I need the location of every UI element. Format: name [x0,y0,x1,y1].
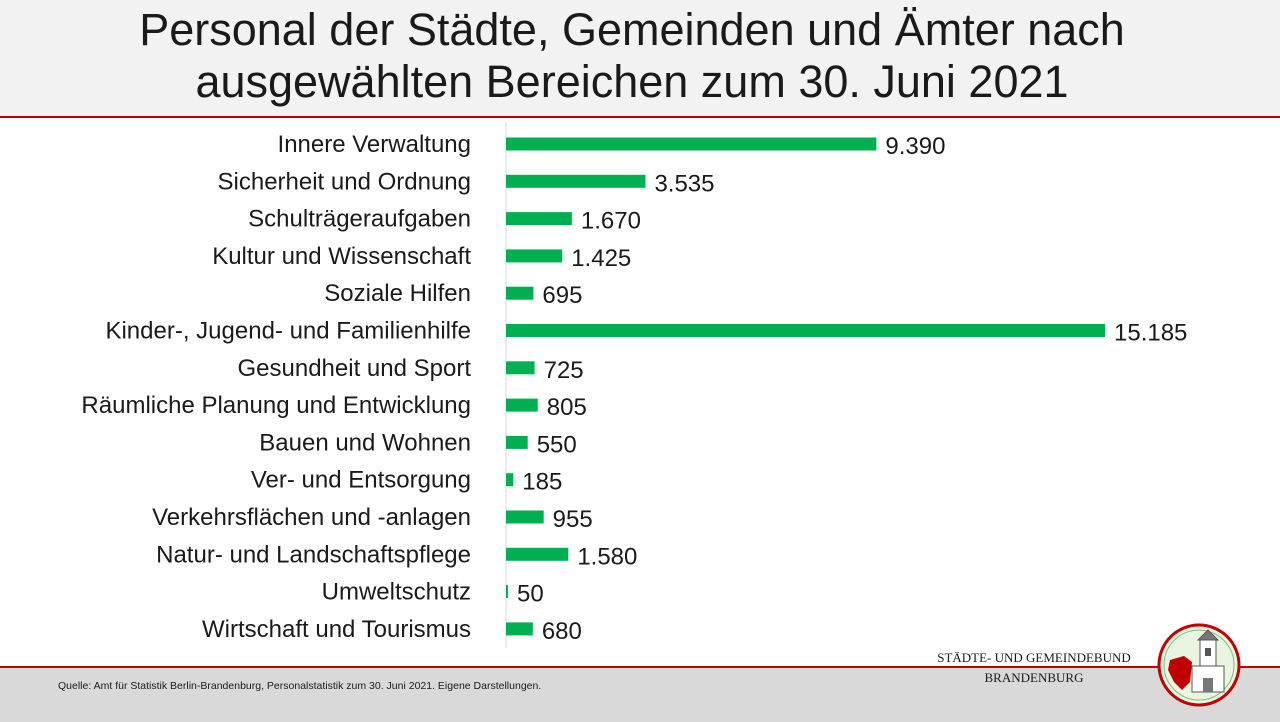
slide-footer: Quelle: Amt für Statistik Berlin-Branden… [0,666,1280,722]
category-label: Natur- und Landschaftspflege [156,541,471,568]
bar [506,286,534,300]
coat-of-arms-icon [1157,623,1241,707]
category-label: Umweltschutz [322,579,471,606]
value-label: 1.580 [577,543,637,570]
category-label: Wirtschaft und Tourismus [202,616,471,643]
category-label: Innere Verwaltung [278,131,471,158]
bar [506,137,877,151]
value-label: 695 [542,282,582,309]
organization-name: STÄDTE- UND GEMEINDEBUND BRANDENBURG [912,648,1156,688]
category-label: Ver- und Entsorgung [251,467,471,494]
bar [506,361,535,375]
category-label: Verkehrsflächen und -anlagen [152,504,471,531]
logo-door [1203,678,1213,692]
value-label: 1.670 [581,208,641,235]
logo-inner-ring [1163,629,1235,701]
bar [506,174,646,188]
value-label: 15.185 [1114,320,1187,347]
bar [506,547,569,561]
bar [506,473,514,487]
bar [506,622,533,636]
category-label: Kultur und Wissenschaft [212,243,471,270]
category-label: Kinder-, Jugend- und Familienhilfe [105,318,471,345]
source-note: Quelle: Amt für Statistik Berlin-Branden… [58,680,542,692]
bar [506,212,572,226]
bar [506,398,538,412]
value-label: 50 [517,581,544,608]
slide-header: Personal der Städte, Gemeinden und Ämter… [0,0,1280,118]
value-label: 185 [522,469,562,496]
bar [506,435,528,449]
title-line-2: ausgewählten Bereichen zum 30. Juni 2021 [195,56,1069,107]
bar [506,249,563,263]
org-line-1: STÄDTE- UND GEMEINDEBUND [937,650,1131,665]
value-label: 550 [537,431,577,458]
org-line-2: BRANDENBURG [984,670,1084,685]
bar [506,585,508,599]
value-label: 9.390 [885,133,945,160]
category-label: Bauen und Wohnen [259,429,471,456]
value-label: 955 [553,506,593,533]
value-label: 725 [544,357,584,384]
bar [506,510,544,524]
value-label: 680 [542,618,582,645]
category-label: Sicherheit und Ordnung [218,168,472,195]
logo-window [1205,648,1211,656]
category-label: Schulträgeraufgaben [248,206,471,233]
value-label: 1.425 [571,245,631,272]
title-line-1: Personal der Städte, Gemeinden und Ämter… [139,4,1125,55]
logo-tower-roof [1196,629,1220,641]
value-label: 3.535 [654,170,714,197]
chart-title: Personal der Städte, Gemeinden und Ämter… [0,4,1264,108]
logo-eagle [1168,656,1192,690]
category-label: Soziale Hilfen [324,280,471,307]
category-label: Gesundheit und Sport [238,355,472,382]
category-label: Räumliche Planung und Entwicklung [81,392,471,419]
bar [506,324,1105,337]
bar-chart: Innere Verwaltung 9.390 Sicherheit und Ord… [81,122,1187,648]
value-label: 805 [547,394,587,421]
